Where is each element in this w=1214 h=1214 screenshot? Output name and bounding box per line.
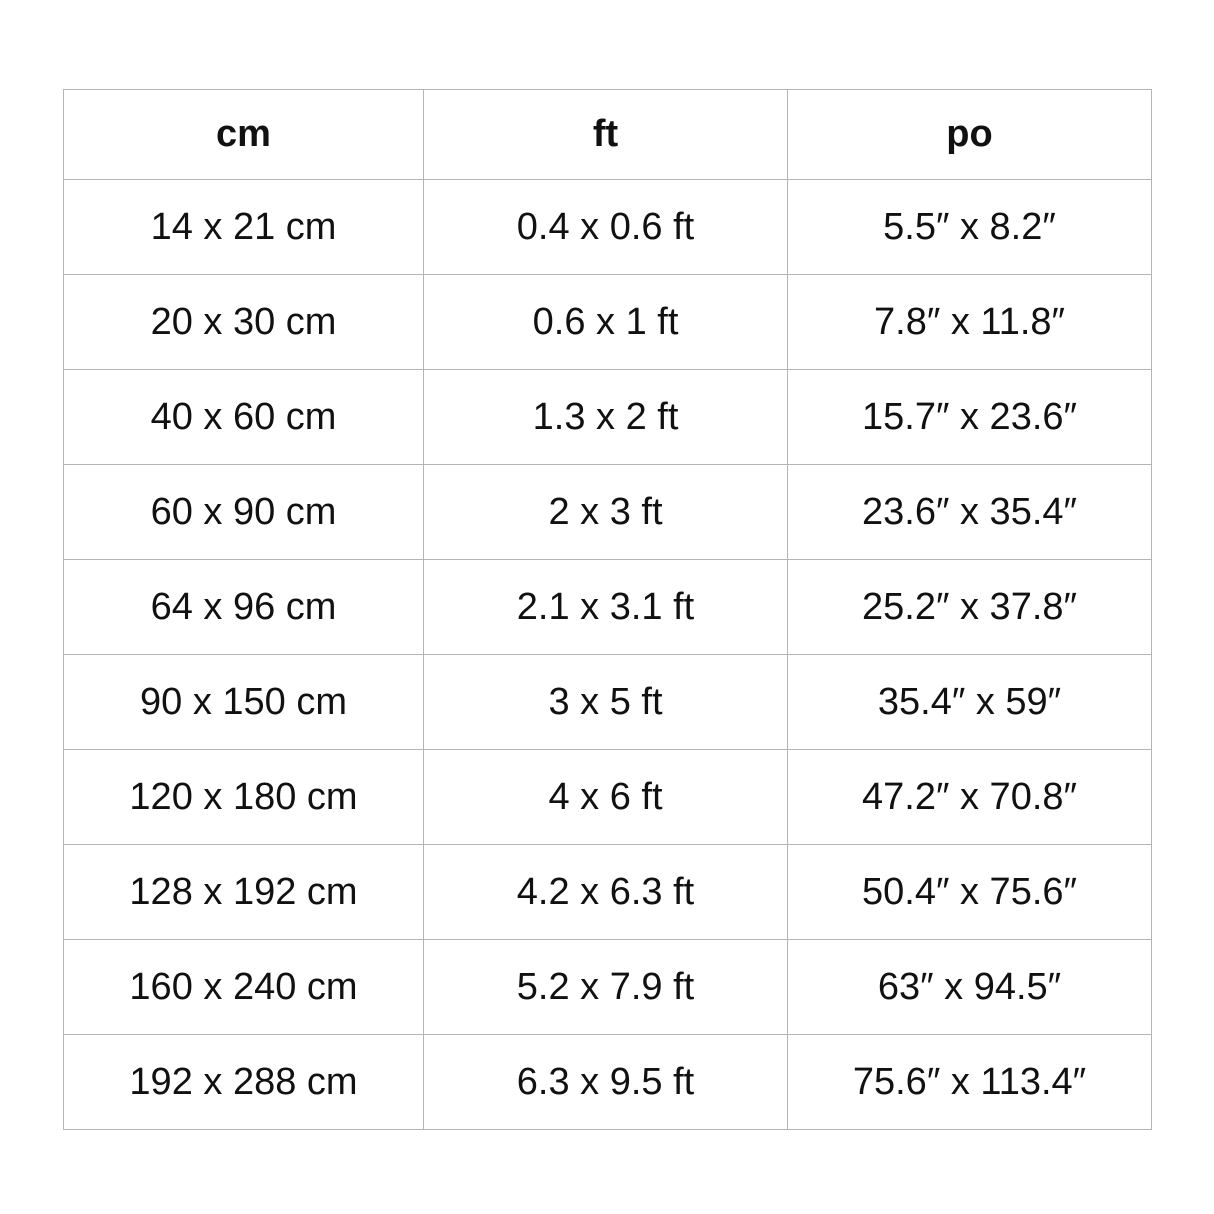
cell-ft: 5.2 x 7.9 ft [423, 939, 788, 1035]
table-row: 20 x 30 cm 0.6 x 1 ft 7.8″ x 11.8″ [63, 274, 1152, 370]
table-row: 160 x 240 cm 5.2 x 7.9 ft 63″ x 94.5″ [63, 939, 1152, 1035]
cell-ft: 0.4 x 0.6 ft [423, 179, 788, 275]
cell-po: 23.6″ x 35.4″ [787, 464, 1152, 560]
cell-po: 47.2″ x 70.8″ [787, 749, 1152, 845]
cell-ft: 2.1 x 3.1 ft [423, 559, 788, 655]
cell-po: 75.6″ x 113.4″ [787, 1034, 1152, 1130]
table-row: 40 x 60 cm 1.3 x 2 ft 15.7″ x 23.6″ [63, 369, 1152, 465]
cell-cm: 128 x 192 cm [63, 844, 424, 940]
header-row: cm ft po [63, 89, 1152, 180]
table-row: 128 x 192 cm 4.2 x 6.3 ft 50.4″ x 75.6″ [63, 844, 1152, 940]
cell-po: 35.4″ x 59″ [787, 654, 1152, 750]
cell-ft: 1.3 x 2 ft [423, 369, 788, 465]
cell-ft: 2 x 3 ft [423, 464, 788, 560]
table-row: 120 x 180 cm 4 x 6 ft 47.2″ x 70.8″ [63, 749, 1152, 845]
cell-ft: 6.3 x 9.5 ft [423, 1034, 788, 1130]
table-row: 90 x 150 cm 3 x 5 ft 35.4″ x 59″ [63, 654, 1152, 750]
cell-po: 7.8″ x 11.8″ [787, 274, 1152, 370]
cell-cm: 90 x 150 cm [63, 654, 424, 750]
table-row: 64 x 96 cm 2.1 x 3.1 ft 25.2″ x 37.8″ [63, 559, 1152, 655]
cell-po: 50.4″ x 75.6″ [787, 844, 1152, 940]
cell-ft: 3 x 5 ft [423, 654, 788, 750]
cell-po: 25.2″ x 37.8″ [787, 559, 1152, 655]
table-row: 14 x 21 cm 0.4 x 0.6 ft 5.5″ x 8.2″ [63, 179, 1152, 275]
table-row: 192 x 288 cm 6.3 x 9.5 ft 75.6″ x 113.4″ [63, 1034, 1152, 1130]
cell-ft: 0.6 x 1 ft [423, 274, 788, 370]
table-body: 14 x 21 cm 0.4 x 0.6 ft 5.5″ x 8.2″ 20 x 30… [63, 179, 1152, 1130]
cell-ft: 4 x 6 ft [423, 749, 788, 845]
cell-cm: 192 x 288 cm [63, 1034, 424, 1130]
cell-po: 63″ x 94.5″ [787, 939, 1152, 1035]
header-po: po [787, 89, 1152, 180]
table-row: 60 x 90 cm 2 x 3 ft 23.6″ x 35.4″ [63, 464, 1152, 560]
cell-po: 15.7″ x 23.6″ [787, 369, 1152, 465]
size-conversion-table: cm ft po 14 x 21 cm 0.4 x 0.6 ft 5.5″ x 8.… [63, 89, 1152, 1130]
cell-cm: 60 x 90 cm [63, 464, 424, 560]
cell-cm: 20 x 30 cm [63, 274, 424, 370]
cell-cm: 64 x 96 cm [63, 559, 424, 655]
cell-cm: 120 x 180 cm [63, 749, 424, 845]
cell-cm: 14 x 21 cm [63, 179, 424, 275]
cell-ft: 4.2 x 6.3 ft [423, 844, 788, 940]
cell-cm: 160 x 240 cm [63, 939, 424, 1035]
cell-cm: 40 x 60 cm [63, 369, 424, 465]
header-ft: ft [423, 89, 788, 180]
cell-po: 5.5″ x 8.2″ [787, 179, 1152, 275]
header-cm: cm [63, 89, 424, 180]
